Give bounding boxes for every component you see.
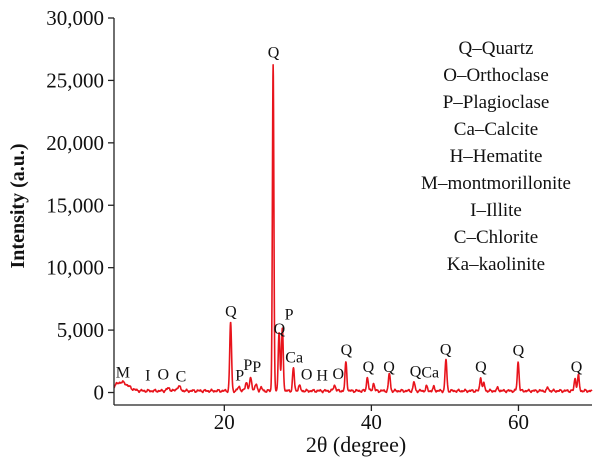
peak-label: Q [440,341,452,358]
x-tick-label: 60 [508,410,529,434]
peak-label: C [176,368,187,385]
peak-label: M [116,365,130,382]
y-tick-label: 20,000 [46,131,104,155]
peak-label: Q [383,359,395,376]
axes: 0 5,000 10,000 15,000 20,000 25,000 30,000 20 40… [46,6,592,434]
y-tick-label: 0 [94,381,105,405]
peak-label: P [243,357,252,374]
x-tick-label: 20 [214,410,235,434]
legend-entry: I–Illite [470,200,522,221]
peak-label: Q [410,363,422,380]
peak-label: P [285,306,294,323]
xrd-trace-line [113,63,593,394]
peak-label: I [145,368,150,385]
legend-entry: Ka–kaolinite [447,254,545,275]
legend-entry: Ca–Calcite [454,119,538,140]
x-axis-title: 2θ (degree) [306,432,406,457]
peak-label: O [301,366,313,383]
y-tick-label: 10,000 [46,256,104,280]
peak-label: Ca [421,365,439,382]
y-tick-label: 25,000 [46,68,104,92]
y-axis-title: Intensity (a.u.) [7,143,29,268]
peak-label: P [235,368,244,385]
peak-label: P [252,359,261,376]
legend-entry: O–Orthoclase [443,65,549,86]
legend-entry: M–montmorillonite [421,173,571,194]
legend-entry: Q–Quartz [459,38,534,59]
y-tick-label: 5,000 [57,318,104,342]
peak-label: Q [341,342,353,359]
peak-label: Q [475,359,487,376]
legend: Q–Quartz O–Orthoclase P–Plagioclase Ca–Calc… [421,38,571,275]
y-tick-label: 15,000 [46,193,104,217]
peak-label: O [333,366,345,383]
peak-label: Ca [285,350,303,367]
y-tick-label: 30,000 [46,6,104,30]
peak-label: Q [274,321,286,338]
peak-label: O [157,366,169,383]
peak-label: Q [363,359,375,376]
peak-label: Q [268,44,280,61]
legend-entry: H–Hematite [450,146,543,167]
peak-label: Q [225,303,237,320]
plot-area [113,63,593,394]
peak-label: Q [513,343,525,360]
legend-entry: P–Plagioclase [443,92,550,113]
peak-label: Q [571,359,583,376]
x-tick-label: 40 [361,410,382,434]
peak-label: H [316,368,328,385]
legend-entry: C–Chlorite [454,227,538,248]
